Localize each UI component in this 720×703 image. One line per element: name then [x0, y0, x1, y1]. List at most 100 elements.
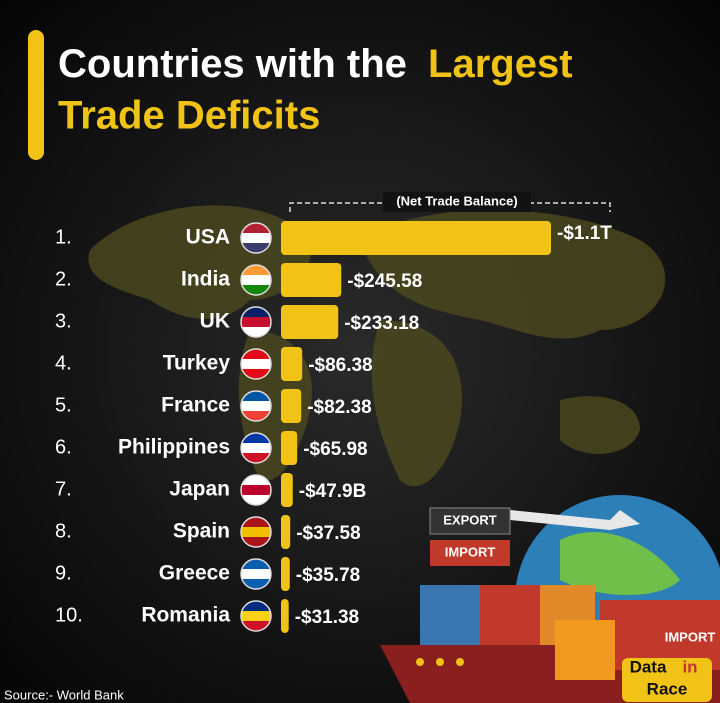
chart-title: Countries with the Largest [58, 42, 573, 86]
subtitle: (Net Trade Balance) [396, 193, 517, 208]
rank: 7. [55, 478, 72, 500]
flag-stripe [241, 317, 271, 327]
bar [281, 431, 298, 465]
value-label: -$82.38 [307, 397, 371, 418]
flag-ring [240, 348, 272, 380]
rank: 9. [55, 562, 72, 584]
bar [281, 599, 289, 633]
flag [240, 222, 272, 254]
flag-ring [240, 222, 272, 254]
flag-stripe [241, 265, 271, 275]
flag-stripe [241, 223, 271, 233]
accent-bar [28, 30, 44, 160]
flag-stripe [241, 307, 271, 317]
flag-stripe [241, 359, 271, 369]
flag-ring [240, 432, 272, 464]
flag-ring [240, 306, 272, 338]
flag-stripe [241, 275, 271, 285]
rank: 2. [55, 268, 72, 290]
rank: 5. [55, 394, 72, 416]
bar [281, 221, 551, 255]
subtitle-bg [383, 192, 531, 212]
bar [281, 473, 293, 507]
flag [240, 432, 272, 464]
bar [281, 557, 290, 591]
flag-stripe [241, 285, 271, 295]
category-label: Philippines [118, 436, 230, 459]
flag-stripe [241, 391, 271, 401]
flag-stripe [241, 243, 271, 253]
flag-stripe [241, 527, 271, 537]
flag-stripe [241, 411, 271, 421]
flag-stripe [241, 433, 271, 443]
category-label: Greece [159, 562, 230, 585]
flag-stripe [241, 443, 271, 453]
value-label: -$37.58 [296, 523, 360, 544]
value-label: -$65.98 [303, 439, 367, 460]
flag-stripe [241, 517, 271, 527]
flag-stripe [241, 401, 271, 411]
flag [240, 558, 272, 590]
category-label: Turkey [163, 352, 231, 375]
flag-stripe [241, 601, 271, 611]
rank: 8. [55, 520, 72, 542]
flag [240, 264, 272, 296]
value-label: -$47.9B [299, 481, 367, 502]
decoration [380, 495, 720, 703]
title-part: Largest [428, 42, 573, 86]
flag-stripe [241, 611, 271, 621]
flag-stripe [241, 559, 271, 569]
value-label: -$86.38 [308, 355, 372, 376]
title-part: Countries with the [58, 42, 407, 86]
flag-stripe [241, 485, 271, 495]
logo-text: Race [647, 679, 688, 698]
flag-ring [240, 474, 272, 506]
value-label: -$31.38 [295, 607, 359, 628]
flag-stripe [241, 369, 271, 379]
category-label: USA [186, 226, 230, 249]
category-label: France [161, 394, 230, 417]
rank: 10. [55, 604, 83, 626]
bar [281, 389, 302, 423]
bar [281, 263, 342, 297]
category-label: India [181, 268, 230, 291]
value-label: -$233.18 [344, 313, 419, 334]
bar [281, 305, 339, 339]
flag-stripe [241, 453, 271, 463]
flag-stripe [241, 349, 271, 359]
flag [240, 474, 272, 506]
annotation: IMPORT [445, 544, 496, 559]
source: Source:- World Bank [4, 687, 124, 702]
flag-stripe [241, 475, 271, 485]
flag [240, 306, 272, 338]
flag-stripe [241, 327, 271, 337]
flag [240, 516, 272, 548]
flag-ring [240, 516, 272, 548]
flag-ring [240, 264, 272, 296]
flag-stripe [241, 537, 271, 547]
annotation: IMPORT [665, 629, 716, 644]
flag-stripe [241, 495, 271, 505]
logo-text: in [682, 657, 697, 676]
value-label: -$1.1T [557, 223, 612, 244]
flag [240, 348, 272, 380]
rank: 3. [55, 310, 72, 332]
flag [240, 600, 272, 632]
value-label: -$35.78 [296, 565, 360, 586]
flag-stripe [241, 621, 271, 631]
category-label: Spain [173, 520, 230, 543]
flag [240, 390, 272, 422]
category-label: Japan [169, 478, 230, 501]
annotation: EXPORT [443, 512, 497, 527]
flag-ring [240, 558, 272, 590]
category-label: UK [200, 310, 230, 333]
category-label: Romania [141, 604, 230, 627]
rank: 4. [55, 352, 72, 374]
chart-title: Trade Deficits [58, 94, 320, 138]
flag-ring [240, 390, 272, 422]
value-label: -$245.58 [347, 271, 422, 292]
flag-stripe [241, 579, 271, 589]
flag-stripe [241, 569, 271, 579]
